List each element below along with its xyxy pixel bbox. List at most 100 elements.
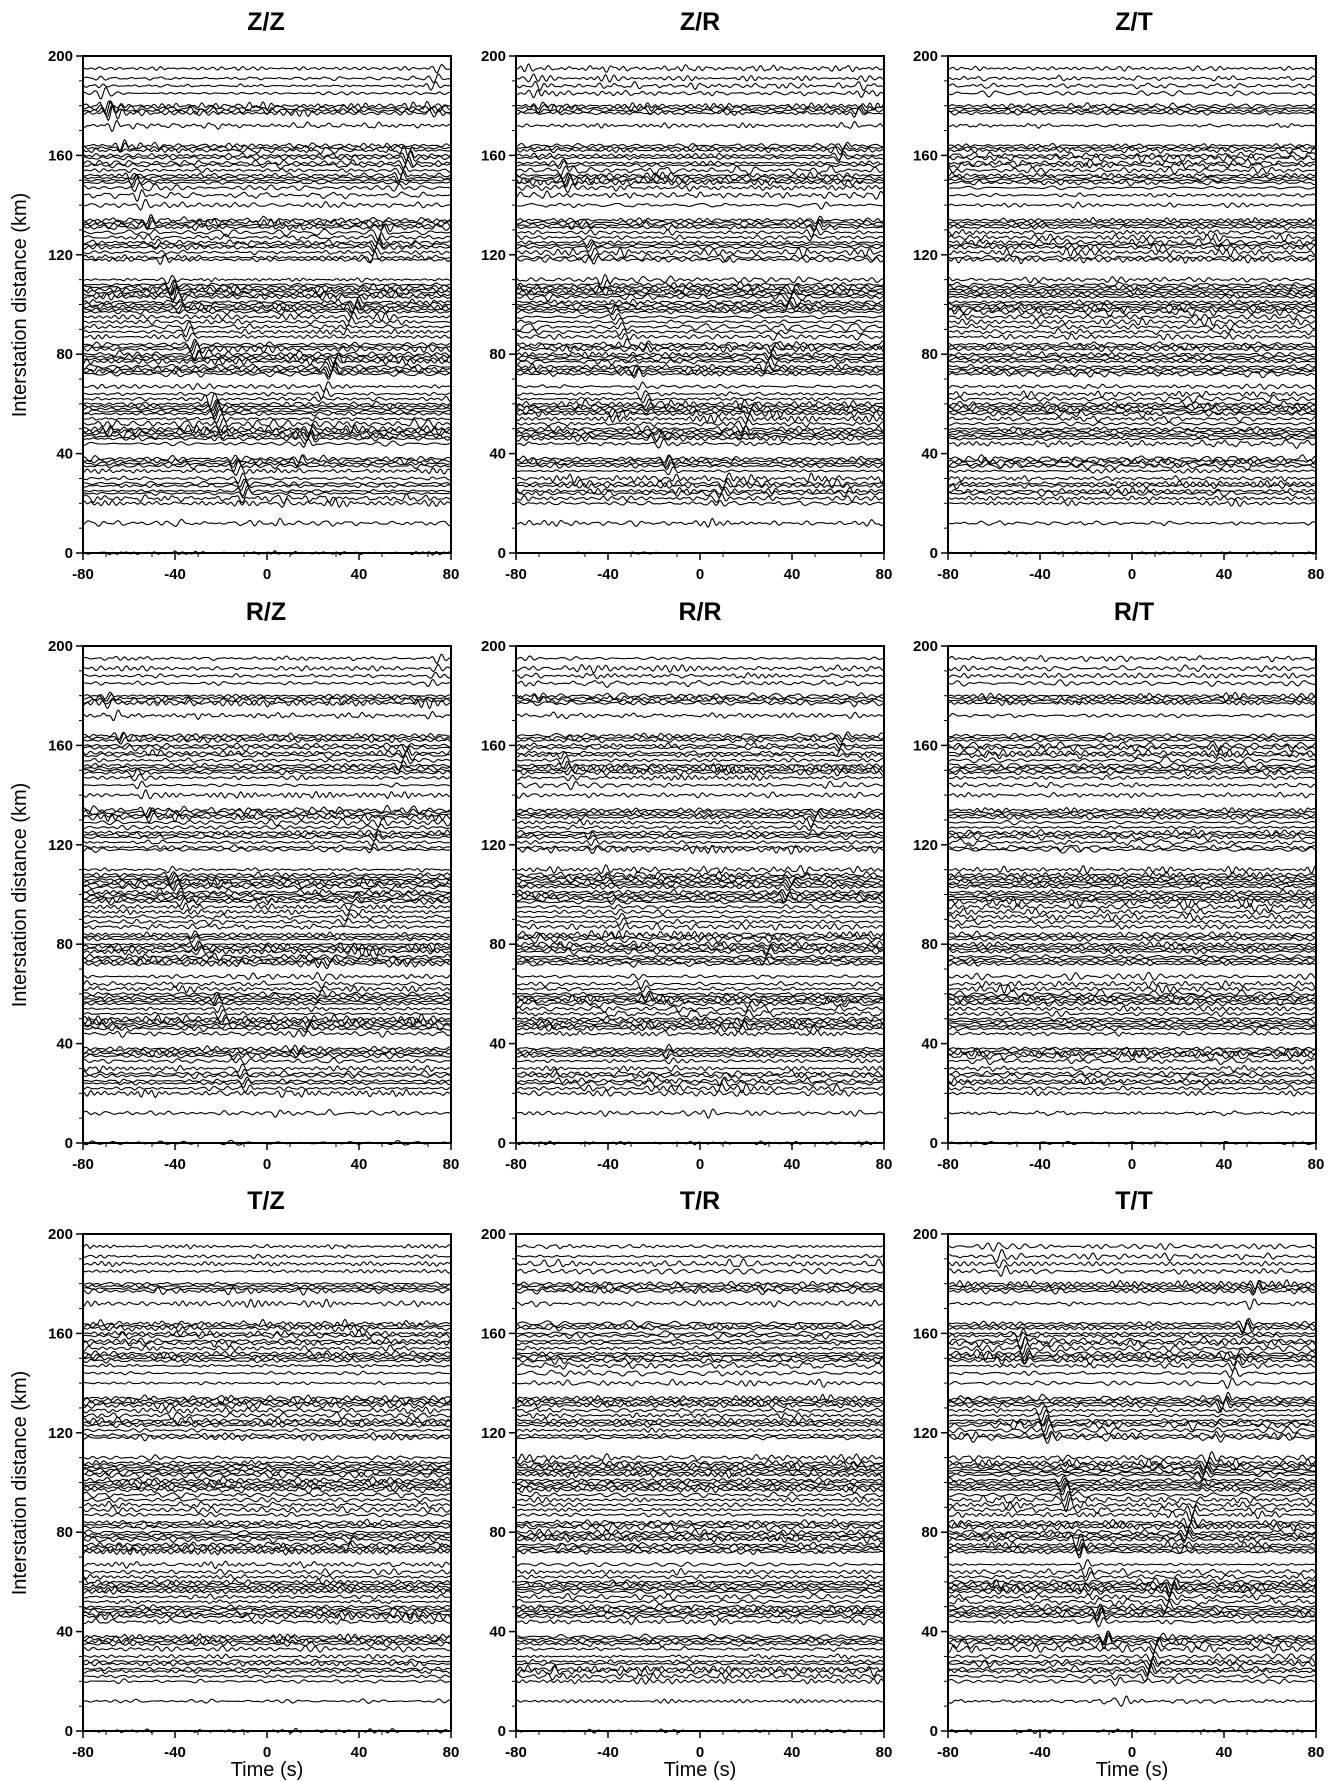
trace-zr-33km — [515, 466, 885, 476]
trace-tt-105km — [947, 1464, 1317, 1476]
trace-zz-110km — [82, 274, 452, 285]
y-tick-label: 0 — [65, 1723, 73, 1740]
trace-zr-28km — [515, 477, 885, 489]
trace-rz-30km — [82, 1063, 452, 1073]
trace-tz-50km — [82, 1604, 452, 1610]
trace-tt-20km — [947, 1676, 1317, 1687]
trace-rt-152km — [947, 761, 1317, 770]
trace-rr-160km — [516, 741, 885, 750]
trace-zr-62km — [515, 394, 885, 404]
trace-rr-75km — [515, 952, 885, 960]
trace-zr-177km — [515, 108, 885, 118]
trace-rr-152km — [516, 760, 885, 770]
trace-tz-93km — [82, 1497, 452, 1503]
trace-tr-67km — [515, 1561, 885, 1568]
trace-tt-38km — [947, 1630, 1317, 1643]
trace-zr-162km — [515, 146, 885, 156]
trace-tz-48km — [82, 1607, 452, 1616]
trace-rt-91km — [947, 912, 1317, 922]
x-tick-label: 80 — [1308, 1744, 1325, 1761]
trace-tt-93km — [947, 1493, 1317, 1508]
trace-tr-38km — [515, 1633, 885, 1640]
trace-zt-157km — [947, 158, 1317, 167]
trace-rt-98km — [947, 897, 1317, 902]
trace-zr-56km — [515, 408, 885, 420]
trace-rt-144km — [947, 781, 1317, 789]
trace-zz-129km — [82, 224, 451, 242]
trace-rt-127km — [947, 825, 1316, 830]
trace-tz-74km — [82, 1542, 452, 1552]
trace-rr-185km — [515, 679, 884, 689]
y-tick-label: 40 — [489, 1624, 506, 1641]
trace-rt-188km — [947, 672, 1317, 679]
trace-rz-132km — [83, 810, 452, 820]
trace-zt-162km — [947, 146, 1317, 155]
trace-tz-59km — [82, 1580, 452, 1588]
trace-zz-104km — [82, 286, 452, 304]
trace-rt-35km — [947, 1051, 1316, 1061]
trace-tr-150km — [515, 1353, 885, 1363]
trace-rz-103km — [82, 882, 452, 892]
trace-rt-64km — [947, 980, 1317, 989]
x-tick-label: 0 — [1128, 566, 1136, 583]
traces-rz — [82, 653, 452, 1146]
trace-zz-162km — [82, 144, 452, 157]
trace-tt-89km — [947, 1504, 1317, 1518]
trace-zz-152km — [82, 169, 452, 183]
y-tick-label: 160 — [913, 1325, 938, 1342]
trace-rt-124km — [947, 831, 1317, 840]
trace-tt-52km — [947, 1597, 1317, 1607]
trace-rz-59km — [82, 991, 452, 1000]
trace-zt-36km — [947, 458, 1317, 469]
trace-rr-149km — [515, 769, 885, 777]
trace-zr-38km — [515, 454, 885, 464]
y-tick-label: 40 — [56, 446, 73, 463]
trace-tz-33km — [82, 1645, 452, 1653]
trace-zt-50km — [947, 425, 1317, 432]
y-tick-label: 40 — [921, 1624, 938, 1641]
trace-rt-27km — [947, 1072, 1317, 1080]
axes-tz: -80 -40 0 40 80 0 40 80 120 160 200 — [48, 1226, 459, 1761]
trace-zr-129km — [515, 227, 885, 238]
trace-zz-91km — [82, 321, 451, 332]
y-tick-label: 160 — [48, 1325, 73, 1342]
trace-zt-191km — [947, 74, 1317, 82]
trace-rt-108km — [947, 870, 1317, 878]
trace-zr-78km — [516, 355, 885, 364]
trace-tt-156km — [947, 1336, 1317, 1351]
trace-zz-185km — [82, 86, 452, 100]
trace-tt-195km — [947, 1241, 1317, 1252]
trace-zr-99km — [515, 302, 885, 311]
trace-tt-188km — [947, 1259, 1317, 1269]
trace-zr-163km — [515, 143, 885, 152]
trace-rr-177km — [515, 700, 885, 708]
trace-rr-131km — [515, 813, 885, 822]
trace-zz-38km — [82, 454, 452, 463]
trace-tr-172km — [515, 1299, 885, 1308]
trace-zt-93km — [947, 316, 1317, 327]
trace-rr-82km — [515, 934, 885, 944]
trace-zt-24km — [947, 489, 1317, 497]
trace-rt-80km — [947, 941, 1317, 948]
trace-zr-95km — [515, 312, 885, 322]
x-tick-label: 0 — [263, 1744, 271, 1761]
trace-zz-149km — [82, 177, 452, 188]
trace-rr-73km — [515, 957, 885, 967]
trace-rr-164km — [515, 731, 885, 741]
trace-rz-160km — [82, 742, 451, 749]
trace-rz-74km — [82, 954, 451, 964]
trace-rt-58km — [947, 994, 1317, 1003]
trace-zr-103km — [515, 291, 885, 302]
trace-rz-124km — [82, 829, 452, 839]
trace-rz-118km — [82, 846, 452, 854]
trace-zz-134km — [82, 213, 452, 226]
trace-rr-119km — [515, 844, 884, 851]
trace-zz-121km — [82, 247, 452, 257]
y-tick-label: 120 — [48, 1425, 73, 1442]
trace-zr-157km — [515, 158, 885, 167]
trace-rz-151km — [82, 764, 452, 771]
trace-tt-129km — [947, 1405, 1316, 1416]
trace-tr-50km — [515, 1603, 885, 1611]
trace-tz-178km — [82, 1286, 452, 1292]
trace-zz-36km — [83, 459, 452, 468]
